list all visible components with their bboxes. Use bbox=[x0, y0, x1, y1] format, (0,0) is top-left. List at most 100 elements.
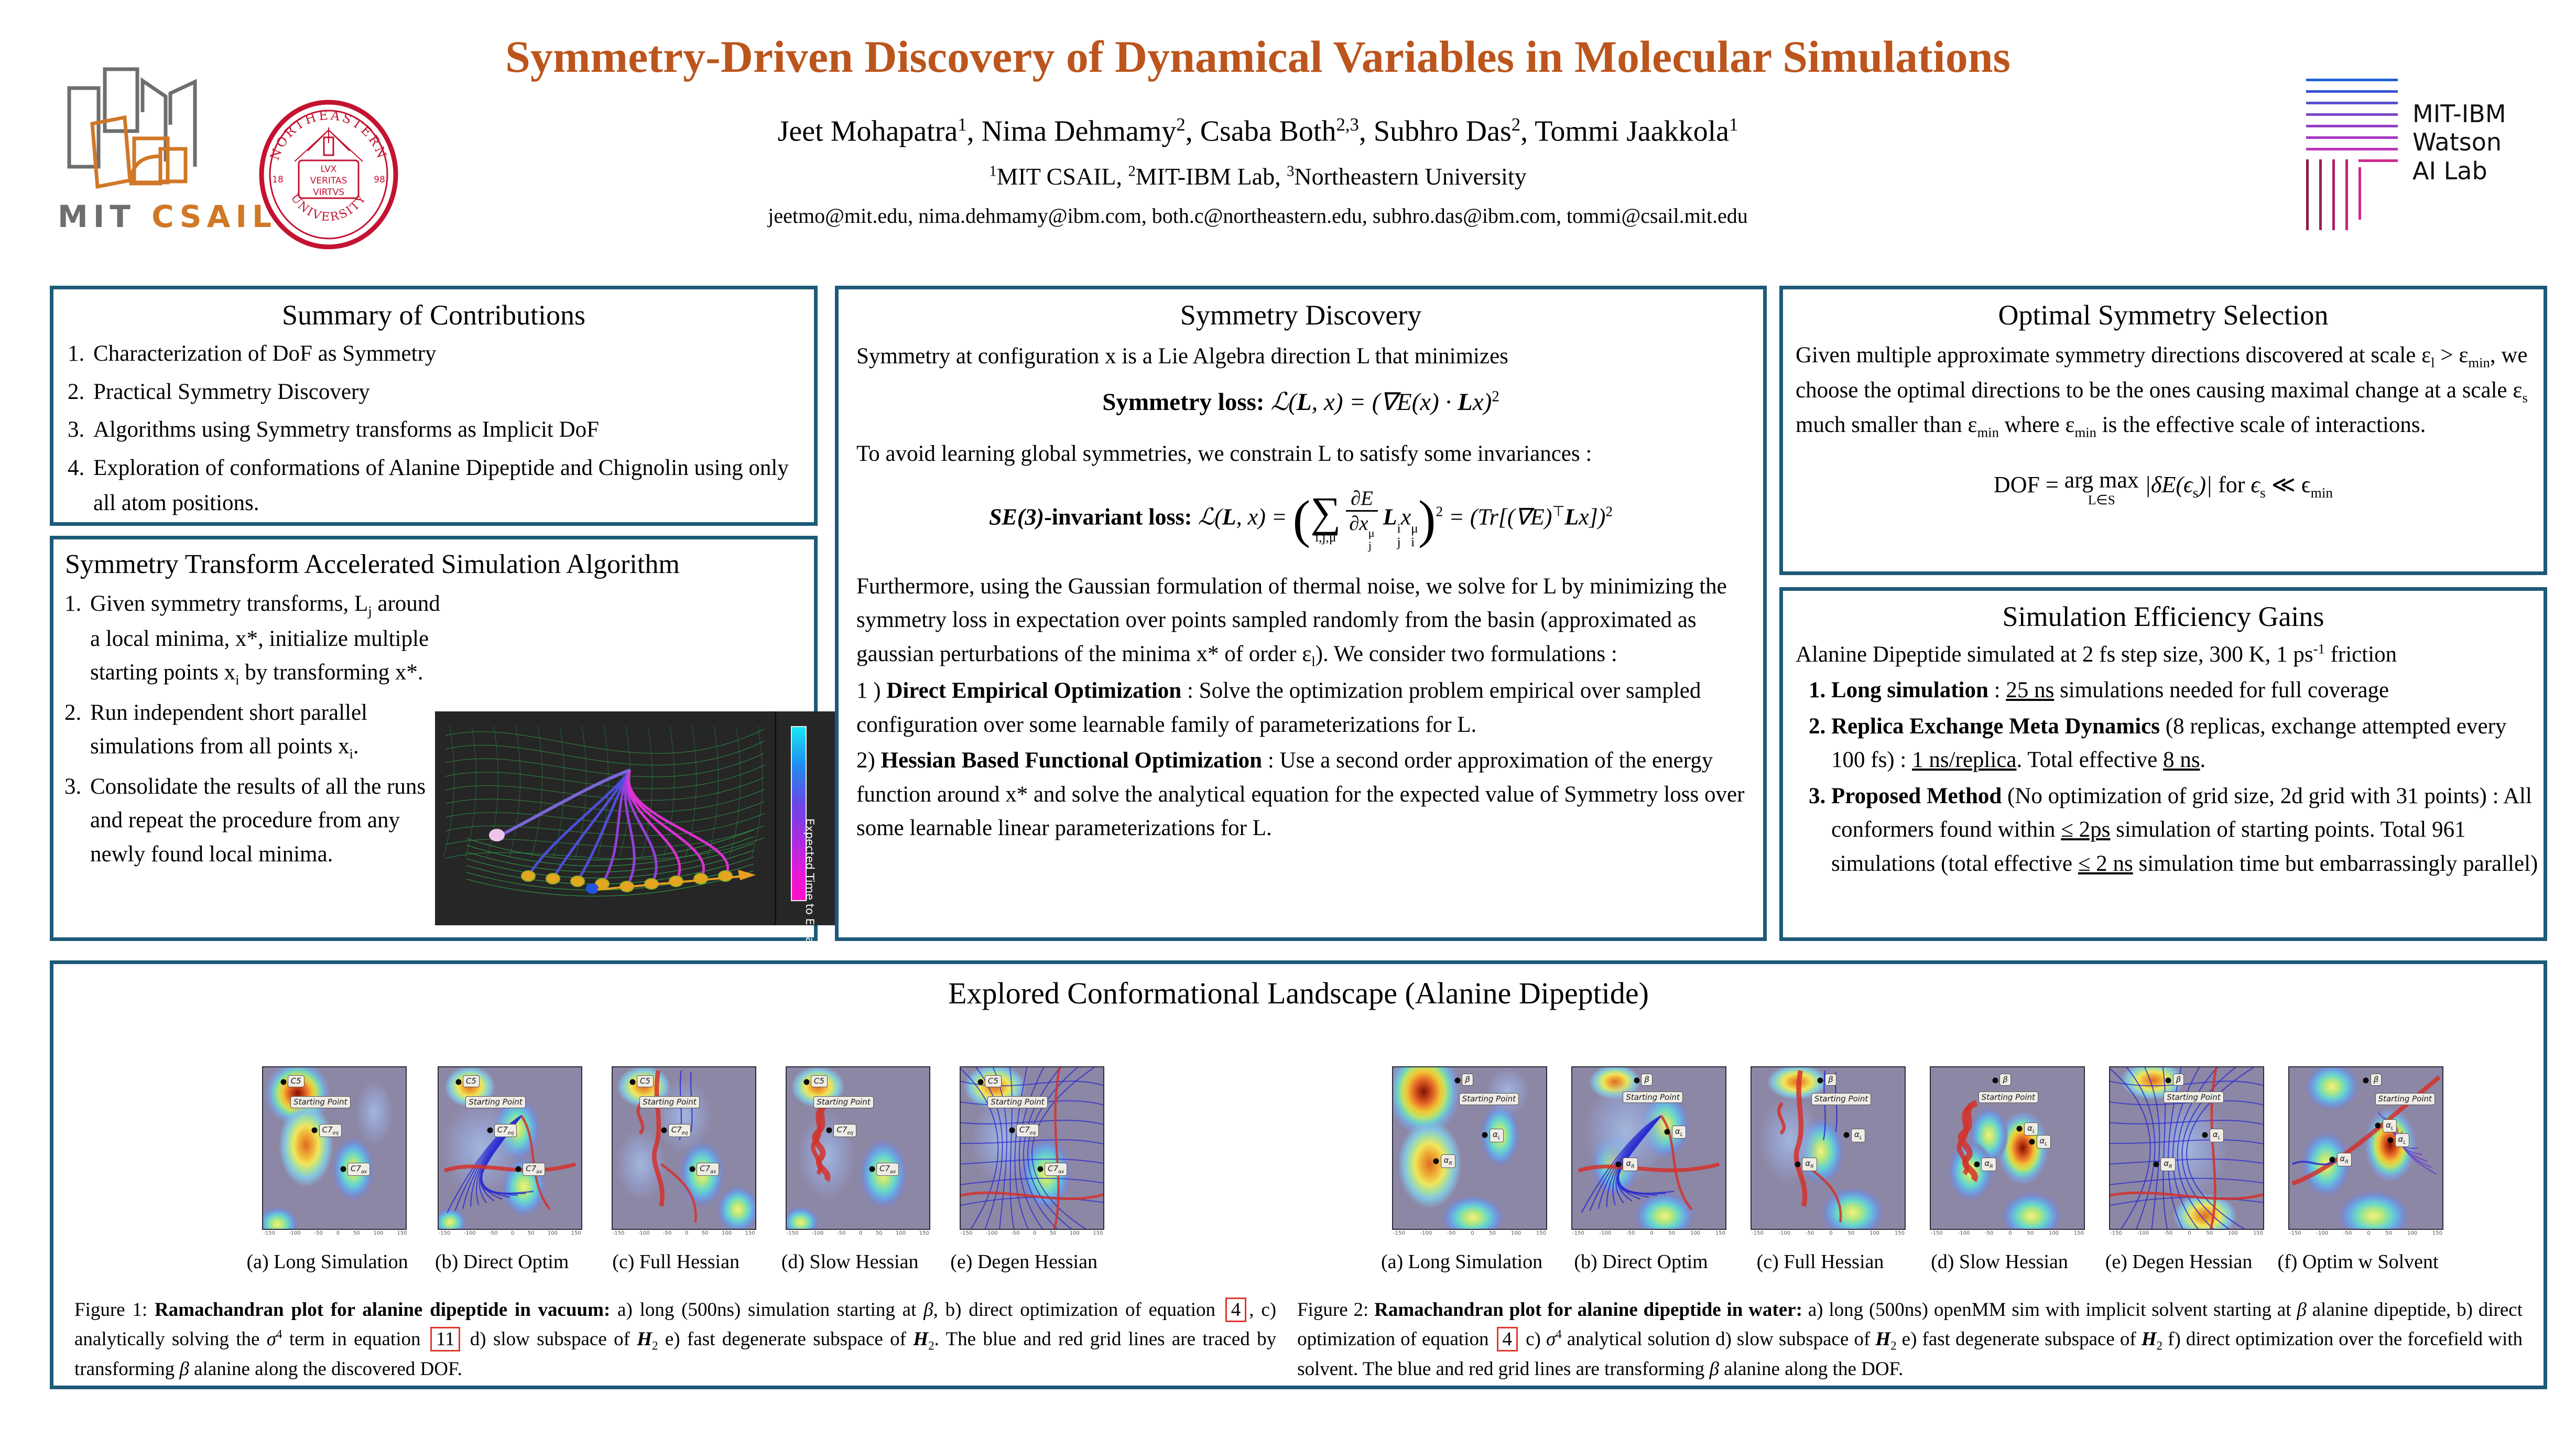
efficiency-item: Proposed Method (No optimization of grid… bbox=[1831, 780, 2544, 881]
annotation-pin-icon bbox=[2016, 1126, 2023, 1132]
x-axis-ticks: -150 -100 -50 0 50 100 150 bbox=[1572, 1230, 1725, 1236]
csail-wordmark-mit: MIT bbox=[58, 199, 136, 234]
contribution-item: Algorithms using Symmetry transforms as … bbox=[90, 413, 814, 448]
se3-invariant-loss-formula: SE(3)-invariant loss: ℒ(L, x) = (∑ i,j,μ ∂… bbox=[988, 487, 1613, 553]
annotation-pin-icon bbox=[2153, 1161, 2159, 1167]
algorithm-step: Run independent short parallel simulatio… bbox=[87, 696, 443, 765]
subplot-caption: (a) Long Simulation bbox=[1381, 1251, 1543, 1273]
annotation-pin-icon bbox=[689, 1166, 695, 1172]
density-blob bbox=[1440, 1195, 1505, 1229]
subplot-caption: (a) Long Simulation bbox=[246, 1251, 408, 1273]
annotation-pin-icon bbox=[280, 1079, 287, 1085]
subplot-caption: (c) Full Hessian bbox=[1756, 1251, 1884, 1273]
colorbar-label: Expected Time to Escape bbox=[803, 818, 816, 958]
plot-annotation-label: C5 bbox=[287, 1075, 305, 1087]
plot-annotation-label: β bbox=[1641, 1074, 1653, 1086]
annotation-pin-icon bbox=[2202, 1132, 2208, 1138]
plot-annotation-label: β bbox=[2370, 1074, 2382, 1086]
plot-annotation-label: Starting Point bbox=[813, 1096, 874, 1108]
plot-annotation-label: αL bbox=[2036, 1135, 2051, 1149]
annotation-pin-icon bbox=[1992, 1077, 1998, 1084]
northeastern-seal: LVX VERITAS VIRTVS 18 98 NORTHEASTERN UN… bbox=[258, 99, 399, 253]
seal-motto-2: VERITAS bbox=[310, 176, 347, 186]
plot-annotation-label: β bbox=[1825, 1074, 1836, 1086]
x-axis-ticks: -150 -100 -50 0 50 100 150 bbox=[263, 1230, 407, 1236]
annotation-pin-icon bbox=[977, 1079, 984, 1085]
contribution-item: Exploration of conformations of Alanine … bbox=[90, 451, 814, 521]
algorithm-title: Symmetry Transform Accelerated Simulatio… bbox=[65, 549, 680, 579]
plot-annotation-label: Starting Point bbox=[2375, 1093, 2435, 1105]
efficiency-title: Simulation Efficiency Gains bbox=[2002, 601, 2324, 632]
plot-annotation-label: β bbox=[1462, 1074, 1473, 1086]
annotation-pin-icon bbox=[1454, 1077, 1461, 1084]
seal-year-right: 98 bbox=[374, 175, 385, 185]
annotation-pin-icon bbox=[515, 1166, 521, 1172]
plot-annotation-label: αR bbox=[1981, 1158, 1996, 1172]
mit-ibm-watson-logo: MIT-IBM Watson AI Lab bbox=[2306, 79, 2552, 230]
plot-annotation-label: β bbox=[1999, 1074, 2011, 1086]
annotation-pin-icon bbox=[311, 1127, 318, 1133]
plot-annotation-label: αL bbox=[2383, 1119, 2397, 1133]
subplot-caption: (d) Slow Hessian bbox=[1931, 1251, 2068, 1273]
symmetry-discovery-box: Symmetry Discovery Symmetry at configura… bbox=[835, 286, 1767, 941]
plot-annotation-label: Starting Point bbox=[2164, 1091, 2224, 1104]
annotation-pin-icon bbox=[1974, 1161, 1980, 1167]
plot-annotation-label: C7eq bbox=[833, 1123, 857, 1138]
seal-motto-3: VIRTVS bbox=[313, 187, 344, 198]
subplot-caption: (f) Optim w Solvent bbox=[2277, 1251, 2439, 1273]
annotation-pin-icon bbox=[2375, 1122, 2381, 1129]
annotation-pin-icon bbox=[803, 1079, 810, 1085]
plot-annotation-label: Starting Point bbox=[290, 1096, 351, 1108]
contribution-item: Practical Symmetry Discovery bbox=[90, 375, 814, 410]
x-axis-ticks: -150 -100 -50 0 50 100 150 bbox=[612, 1230, 755, 1236]
plot-annotation-label: αL bbox=[2209, 1129, 2224, 1142]
plot-annotation-label: Starting Point bbox=[1978, 1091, 2038, 1104]
mit-ibm-wordmark: MIT-IBM Watson AI Lab bbox=[2412, 100, 2506, 230]
annotation-pin-icon bbox=[1795, 1161, 1801, 1167]
optimal-symmetry-title: Optimal Symmetry Selection bbox=[1998, 299, 2329, 331]
annotation-pin-icon bbox=[1843, 1132, 1850, 1138]
simulation-efficiency-box: Simulation Efficiency Gains Alanine Dipe… bbox=[1779, 587, 2547, 941]
algorithm-box: Symmetry Transform Accelerated Simulatio… bbox=[50, 536, 843, 957]
subplot-caption: (e) Degen Hessian bbox=[950, 1251, 1097, 1273]
conformational-landscape-box: Explored Conformational Landscape (Alani… bbox=[50, 960, 2547, 1389]
mit-ibm-line1: MIT-IBM bbox=[2412, 100, 2506, 128]
x-axis-ticks: -150 -100 -50 0 50 100 150 bbox=[2110, 1230, 2263, 1236]
plot-annotation-label: Starting Point bbox=[465, 1096, 526, 1108]
annotation-pin-icon bbox=[1615, 1161, 1622, 1167]
subplot-caption: (b) Direct Optim bbox=[1574, 1251, 1708, 1273]
density-blob bbox=[356, 1080, 393, 1145]
plot-annotation-label: C7eq bbox=[1016, 1123, 1039, 1138]
optimal-symmetry-selection-box: Optimal Symmetry Selection Given multipl… bbox=[1779, 286, 2547, 575]
plot-annotation-label: C7ax bbox=[876, 1162, 899, 1176]
summary-of-contributions-box: Summary of Contributions Characterizatio… bbox=[50, 286, 818, 526]
density-blob bbox=[2001, 1192, 2063, 1229]
contribution-item: Characterization of DoF as Symmetry bbox=[90, 337, 814, 372]
annotation-pin-icon bbox=[1664, 1129, 1670, 1135]
plot-annotation-label: Starting Point bbox=[1623, 1091, 1683, 1104]
optimal-symmetry-p1: Given multiple approximate symmetry dire… bbox=[1796, 343, 2528, 440]
plot-annotation-label: C5 bbox=[636, 1075, 654, 1087]
annotation-pin-icon bbox=[1634, 1077, 1640, 1084]
poster-emails: jeetmo@mit.edu, nima.dehmamy@ibm.com, bo… bbox=[768, 204, 1748, 228]
x-axis-ticks: -150 -100 -50 0 50 100 150 bbox=[1931, 1230, 2084, 1236]
symmetry-discovery-p2: To avoid learning global symmetries, we … bbox=[856, 441, 1592, 466]
efficiency-item: Long simulation : 25 ns simulations need… bbox=[1831, 674, 2544, 708]
plot-annotation-label: Starting Point bbox=[987, 1096, 1048, 1108]
mit-csail-logo: MIT CSAIL bbox=[58, 62, 278, 234]
seal-motto-1: LVX bbox=[321, 164, 337, 175]
expected-time-colorbar bbox=[791, 726, 807, 901]
annotation-pin-icon bbox=[2165, 1077, 2171, 1084]
algorithm-step: Given symmetry transforms, Lj around a l… bbox=[87, 587, 443, 691]
subplot-caption: (b) Direct Optim bbox=[434, 1251, 569, 1273]
csail-buildings-icon bbox=[67, 67, 197, 189]
annotation-pin-icon bbox=[1482, 1132, 1488, 1138]
plot-annotation-label: C5 bbox=[462, 1075, 480, 1087]
